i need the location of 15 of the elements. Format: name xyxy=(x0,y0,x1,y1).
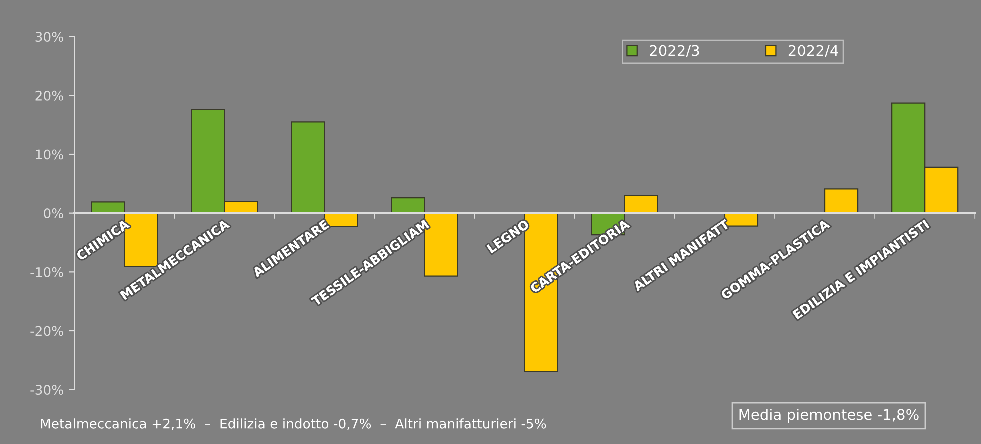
text: Metalmeccanica +2,1% – Edilizia e indotto -0,7% – Altri manifatturieri -5% xyxy=(41,418,546,430)
bar xyxy=(391,197,426,214)
y-tick-label: -30% xyxy=(30,385,64,396)
bar xyxy=(824,188,859,214)
bar xyxy=(624,195,658,214)
y-tick-label: -10% xyxy=(30,267,64,278)
y-tick-label: -20% xyxy=(30,326,64,336)
y-tick-label: 0% xyxy=(44,208,64,219)
legend-label: 2022/3 xyxy=(650,45,700,58)
y-tick-label: 20% xyxy=(36,90,64,101)
legend-label: 2022/4 xyxy=(788,45,838,58)
y-tick-label: 10% xyxy=(36,150,64,160)
bar xyxy=(291,122,326,214)
text: Media piemontese -1,8% xyxy=(740,408,919,424)
y-tick-label: 30% xyxy=(36,32,64,42)
